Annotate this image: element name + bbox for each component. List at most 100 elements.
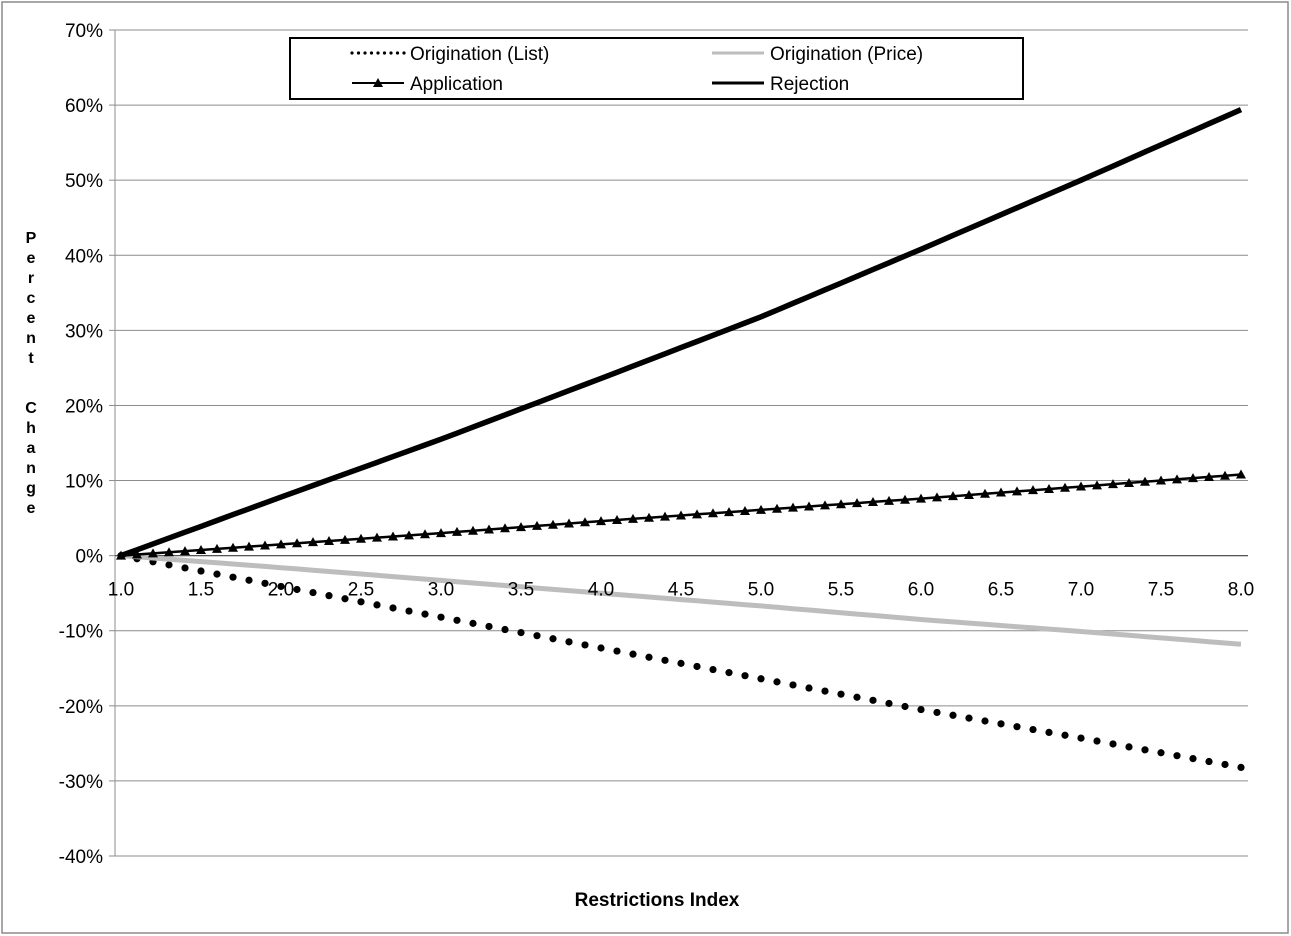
- data-point: [260, 540, 270, 550]
- x-tick-label: 5.5: [828, 580, 854, 601]
- data-point: [708, 508, 718, 518]
- legend-swatch: [376, 51, 380, 55]
- legend-swatch: [369, 51, 374, 55]
- data-point: [692, 509, 702, 519]
- tick-labels: 70% 60% 50% 40% 30% 20% 10% 0% -10% -20% -30% -40% 1…: [59, 21, 1255, 868]
- data-point: [1221, 760, 1229, 769]
- data-point: [197, 567, 205, 575]
- data-point: [676, 510, 686, 520]
- x-tick-label: 1.0: [108, 580, 134, 601]
- x-tick-label: 1.5: [188, 580, 214, 601]
- y-axis-label-char: r: [28, 270, 34, 287]
- data-point: [181, 564, 189, 572]
- data-point: [244, 541, 254, 551]
- legend-box: [289, 37, 1024, 100]
- y-axis-label-char: P: [26, 230, 37, 247]
- x-tick-label: 7.5: [1148, 580, 1174, 601]
- y-axis-label-char: a: [27, 440, 36, 457]
- data-point: [900, 494, 910, 504]
- data-point: [1204, 471, 1214, 481]
- data-point: [309, 588, 317, 597]
- data-point: [341, 595, 349, 603]
- data-point: [740, 505, 750, 515]
- data-point: [612, 514, 622, 524]
- series-rejection: [120, 107, 1243, 559]
- legend-swatch: [382, 51, 387, 55]
- y-axis-label-char: n: [26, 330, 36, 347]
- series-application: [116, 469, 1246, 560]
- data-point: [340, 534, 350, 544]
- data-point: [1236, 469, 1246, 479]
- data-point: [980, 488, 990, 498]
- legend-label: Origination (List): [410, 44, 549, 65]
- data-point: [1189, 755, 1197, 763]
- data-point: [324, 535, 334, 545]
- data-point: [1156, 475, 1166, 485]
- data-point: [885, 699, 893, 708]
- legend-swatch: [350, 51, 354, 55]
- data-point: [821, 687, 829, 695]
- data-point: [420, 529, 430, 539]
- y-axis-label-char: e: [27, 310, 36, 327]
- data-point: [1140, 476, 1150, 486]
- data-point: [1044, 483, 1054, 493]
- data-point: [772, 503, 782, 513]
- y-tick-label: 30%: [65, 321, 103, 342]
- series-layer: [116, 107, 1246, 771]
- data-point: [1077, 734, 1085, 742]
- data-point: [565, 638, 573, 646]
- data-point: [1124, 477, 1134, 487]
- data-point: [517, 629, 525, 637]
- data-point: [549, 635, 557, 643]
- y-axis-label-char: e: [27, 250, 36, 267]
- data-point: [677, 659, 685, 667]
- data-point: [1029, 725, 1037, 734]
- data-point: [1093, 737, 1101, 745]
- data-point: [597, 644, 605, 652]
- data-point: [196, 545, 206, 555]
- data-point: [228, 542, 238, 552]
- data-point: [1092, 480, 1102, 490]
- data-point: [901, 702, 909, 711]
- axes: [109, 29, 1248, 857]
- data-point: [933, 708, 941, 717]
- x-tick-label: 7.0: [1068, 580, 1094, 601]
- data-point: [1061, 731, 1069, 739]
- data-point: [356, 533, 366, 543]
- y-tick-label: 40%: [65, 246, 103, 267]
- legend-swatch: [356, 51, 361, 55]
- data-point: [1108, 479, 1118, 489]
- data-point: [789, 681, 797, 689]
- data-point: [965, 714, 973, 722]
- data-point: [981, 717, 989, 725]
- legend-item: Origination (Price): [712, 44, 923, 65]
- data-point: [389, 604, 397, 612]
- data-point: [1012, 486, 1022, 496]
- data-point: [292, 538, 302, 548]
- y-tick-label: 50%: [65, 171, 103, 192]
- data-point: [804, 501, 814, 511]
- data-point: [325, 592, 333, 600]
- y-tick-label: 60%: [65, 96, 103, 117]
- data-point: [245, 576, 253, 584]
- y-axis-label-char: C: [25, 400, 37, 417]
- data-point: [437, 613, 445, 621]
- series-line: [120, 553, 1242, 647]
- data-point: [853, 693, 861, 701]
- data-point: [820, 500, 830, 510]
- data-point: [917, 705, 925, 714]
- data-point: [404, 530, 414, 540]
- data-point: [180, 546, 190, 556]
- legend-swatch: [389, 51, 393, 55]
- legend-label: Application: [410, 74, 503, 95]
- data-point: [405, 607, 413, 615]
- data-point: [1172, 474, 1182, 484]
- data-point: [388, 531, 398, 541]
- data-point: [1141, 746, 1149, 754]
- data-point: [548, 519, 558, 529]
- data-point: [757, 675, 765, 683]
- data-point: [1125, 743, 1133, 751]
- data-point: [229, 573, 237, 581]
- data-point: [948, 491, 958, 501]
- data-point: [261, 579, 269, 587]
